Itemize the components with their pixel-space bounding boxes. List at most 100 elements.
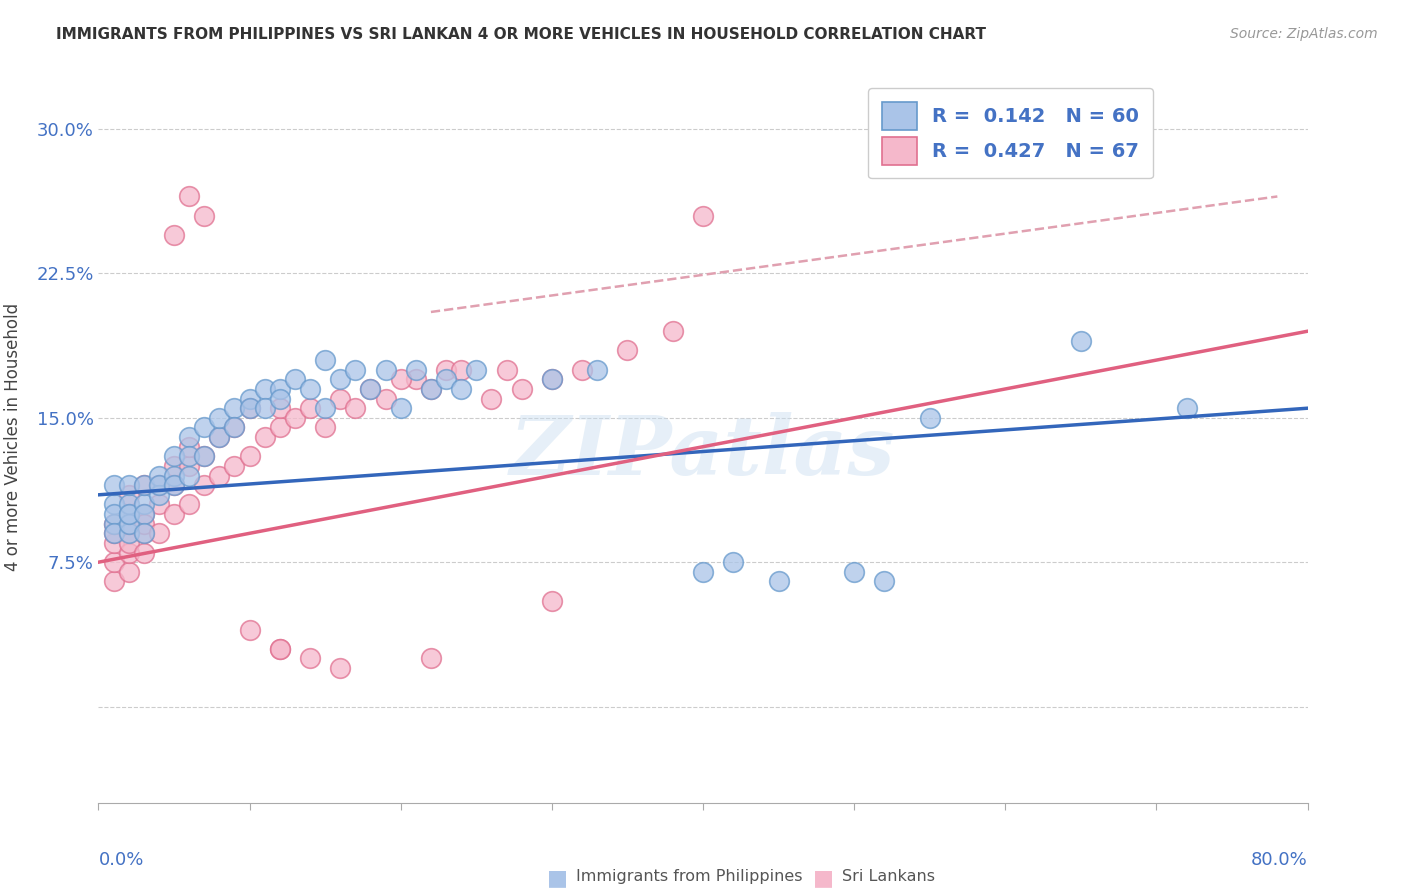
Point: [269, 382, 291, 396]
Point: [586, 362, 609, 376]
Text: ■: ■: [814, 869, 834, 888]
Point: [239, 401, 262, 416]
Y-axis label: 4 or more Vehicles in Household: 4 or more Vehicles in Household: [4, 303, 22, 571]
Point: [132, 526, 155, 541]
Point: [314, 420, 336, 434]
Point: [132, 478, 155, 492]
Point: [465, 362, 488, 376]
Point: [253, 401, 276, 416]
Point: [253, 382, 276, 396]
Legend: R =  0.142   N = 60, R =  0.427   N = 67: R = 0.142 N = 60, R = 0.427 N = 67: [868, 88, 1153, 178]
Point: [208, 430, 231, 444]
Point: [450, 362, 472, 376]
Point: [450, 382, 472, 396]
Point: [661, 324, 683, 338]
Point: [118, 488, 141, 502]
Text: ZIPatlas: ZIPatlas: [510, 412, 896, 491]
Point: [253, 430, 276, 444]
Point: [118, 526, 141, 541]
Point: [1175, 401, 1198, 416]
Point: [103, 526, 125, 541]
Point: [239, 623, 262, 637]
Point: [918, 410, 941, 425]
Point: [163, 478, 186, 492]
Text: 80.0%: 80.0%: [1251, 851, 1308, 869]
Point: [434, 372, 457, 386]
Point: [132, 507, 155, 521]
Point: [768, 574, 790, 589]
Point: [269, 401, 291, 416]
Point: [179, 430, 201, 444]
Point: [239, 450, 262, 464]
Point: [269, 420, 291, 434]
Point: [179, 450, 201, 464]
Point: [163, 458, 186, 473]
Point: [103, 516, 125, 531]
Point: [132, 516, 155, 531]
Point: [208, 468, 231, 483]
Point: [389, 401, 412, 416]
Point: [118, 498, 141, 512]
Point: [360, 382, 382, 396]
Point: [148, 468, 170, 483]
Point: [481, 392, 503, 406]
Point: [132, 526, 155, 541]
Point: [420, 382, 443, 396]
Text: Source: ZipAtlas.com: Source: ZipAtlas.com: [1230, 27, 1378, 41]
Point: [873, 574, 896, 589]
Point: [193, 478, 215, 492]
Text: Immigrants from Philippines: Immigrants from Philippines: [576, 869, 803, 884]
Point: [616, 343, 638, 358]
Point: [239, 401, 262, 416]
Point: [844, 565, 866, 579]
Text: ■: ■: [547, 869, 568, 888]
Point: [118, 536, 141, 550]
Point: [208, 430, 231, 444]
Point: [329, 661, 352, 675]
Point: [208, 410, 231, 425]
Point: [389, 372, 412, 386]
Point: [118, 478, 141, 492]
Point: [420, 651, 443, 665]
Point: [132, 545, 155, 559]
Point: [193, 450, 215, 464]
Point: [103, 516, 125, 531]
Point: [179, 189, 201, 203]
Point: [284, 372, 307, 386]
Point: [374, 392, 396, 406]
Point: [299, 382, 322, 396]
Point: [540, 372, 562, 386]
Point: [103, 526, 125, 541]
Point: [434, 362, 457, 376]
Point: [103, 498, 125, 512]
Point: [360, 382, 382, 396]
Point: [224, 401, 246, 416]
Point: [132, 498, 155, 512]
Point: [148, 498, 170, 512]
Point: [163, 468, 186, 483]
Point: [132, 478, 155, 492]
Point: [224, 420, 246, 434]
Text: 0.0%: 0.0%: [98, 851, 143, 869]
Point: [314, 401, 336, 416]
Point: [118, 516, 141, 531]
Point: [179, 440, 201, 454]
Point: [299, 651, 322, 665]
Text: IMMIGRANTS FROM PHILIPPINES VS SRI LANKAN 4 OR MORE VEHICLES IN HOUSEHOLD CORREL: IMMIGRANTS FROM PHILIPPINES VS SRI LANKA…: [56, 27, 986, 42]
Point: [420, 382, 443, 396]
Point: [118, 565, 141, 579]
Point: [148, 478, 170, 492]
Point: [118, 507, 141, 521]
Point: [692, 565, 714, 579]
Point: [103, 574, 125, 589]
Point: [193, 209, 215, 223]
Point: [269, 641, 291, 656]
Point: [405, 372, 427, 386]
Point: [510, 382, 533, 396]
Point: [148, 478, 170, 492]
Point: [118, 507, 141, 521]
Point: [299, 401, 322, 416]
Point: [344, 362, 367, 376]
Point: [179, 468, 201, 483]
Point: [495, 362, 517, 376]
